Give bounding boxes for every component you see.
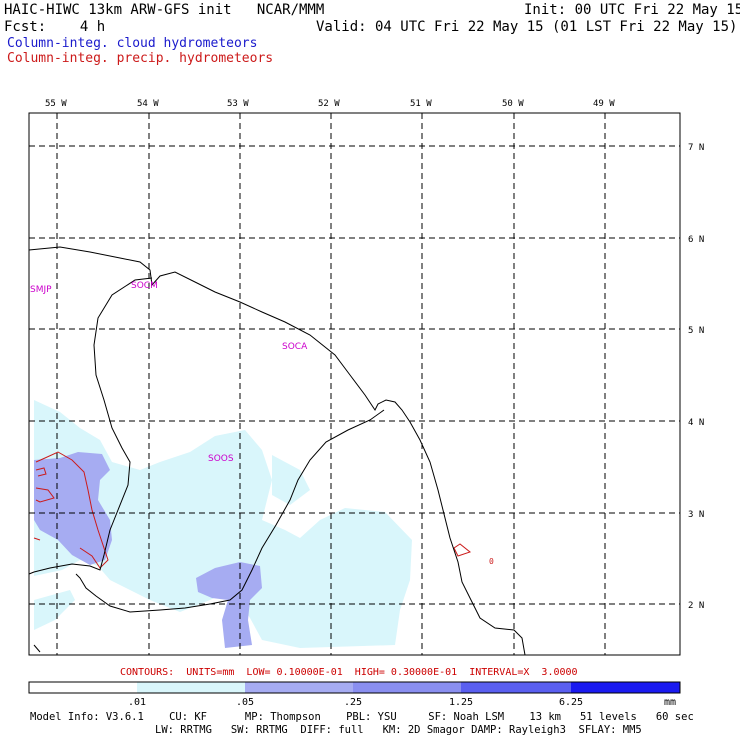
- cloud-shading: [34, 400, 412, 648]
- lat-label-2n: 2 N: [688, 601, 704, 611]
- init-time: Init: 00 UTC Fri 22 May 15: [524, 2, 740, 18]
- colorbar-tick-3: 1.25: [449, 697, 473, 708]
- lat-label-5n: 5 N: [688, 326, 704, 336]
- colorbar-tick-4: 6.25: [559, 697, 583, 708]
- lat-label-7n: 7 N: [688, 143, 704, 153]
- model-info-line1: Model Info: V3.6.1 CU: KF MP: Thompson P…: [30, 711, 694, 723]
- lon-label-49w: 49 W: [593, 99, 615, 109]
- lon-label-52w: 52 W: [318, 99, 340, 109]
- colorbar-tick-0: .01: [128, 697, 146, 708]
- lat-label-4n: 4 N: [688, 418, 704, 428]
- label-socm: SOCM: [131, 281, 158, 291]
- map-frame: [28, 112, 681, 656]
- lat-label-3n: 3 N: [688, 510, 704, 520]
- plot-title: HAIC-HIWC 13km ARW-GFS init NCAR/MMM: [4, 2, 325, 18]
- lon-label-50w: 50 W: [502, 99, 524, 109]
- forecast-hour: Fcst: 4 h: [4, 19, 106, 35]
- field-precip-hydrometeors: Column-integ. precip. hydrometeors: [7, 51, 274, 66]
- lat-label-6n: 6 N: [688, 235, 704, 245]
- label-soos: SOOS: [208, 454, 234, 464]
- valid-time: Valid: 04 UTC Fri 22 May 15 (01 LST Fri …: [316, 19, 738, 35]
- lon-label-55w: 55 W: [45, 99, 67, 109]
- precip-contours: [33, 451, 472, 569]
- field-cloud-hydrometeors: Column-integ. cloud hydrometeors: [7, 36, 258, 51]
- contour-info: CONTOURS: UNITS=mm LOW= 0.10000E-01 HIGH…: [120, 667, 578, 678]
- coastlines: [28, 246, 526, 656]
- lon-label-54w: 54 W: [137, 99, 159, 109]
- graticule: [29, 113, 680, 655]
- lon-label-53w: 53 W: [227, 99, 249, 109]
- contour-zero-label: 0: [489, 557, 494, 566]
- label-soca: SOCA: [282, 342, 308, 352]
- lon-label-51w: 51 W: [410, 99, 432, 109]
- colorbar-tick-2: .25: [344, 697, 362, 708]
- colorbar-tick-1: .05: [236, 697, 254, 708]
- colorbar-units: mm: [664, 697, 676, 708]
- label-smjp: SMJP: [30, 285, 52, 295]
- colorbar: [28, 681, 681, 694]
- model-info-line2: LW: RRTMG SW: RRTMG DIFF: full KM: 2D Sm…: [155, 724, 642, 736]
